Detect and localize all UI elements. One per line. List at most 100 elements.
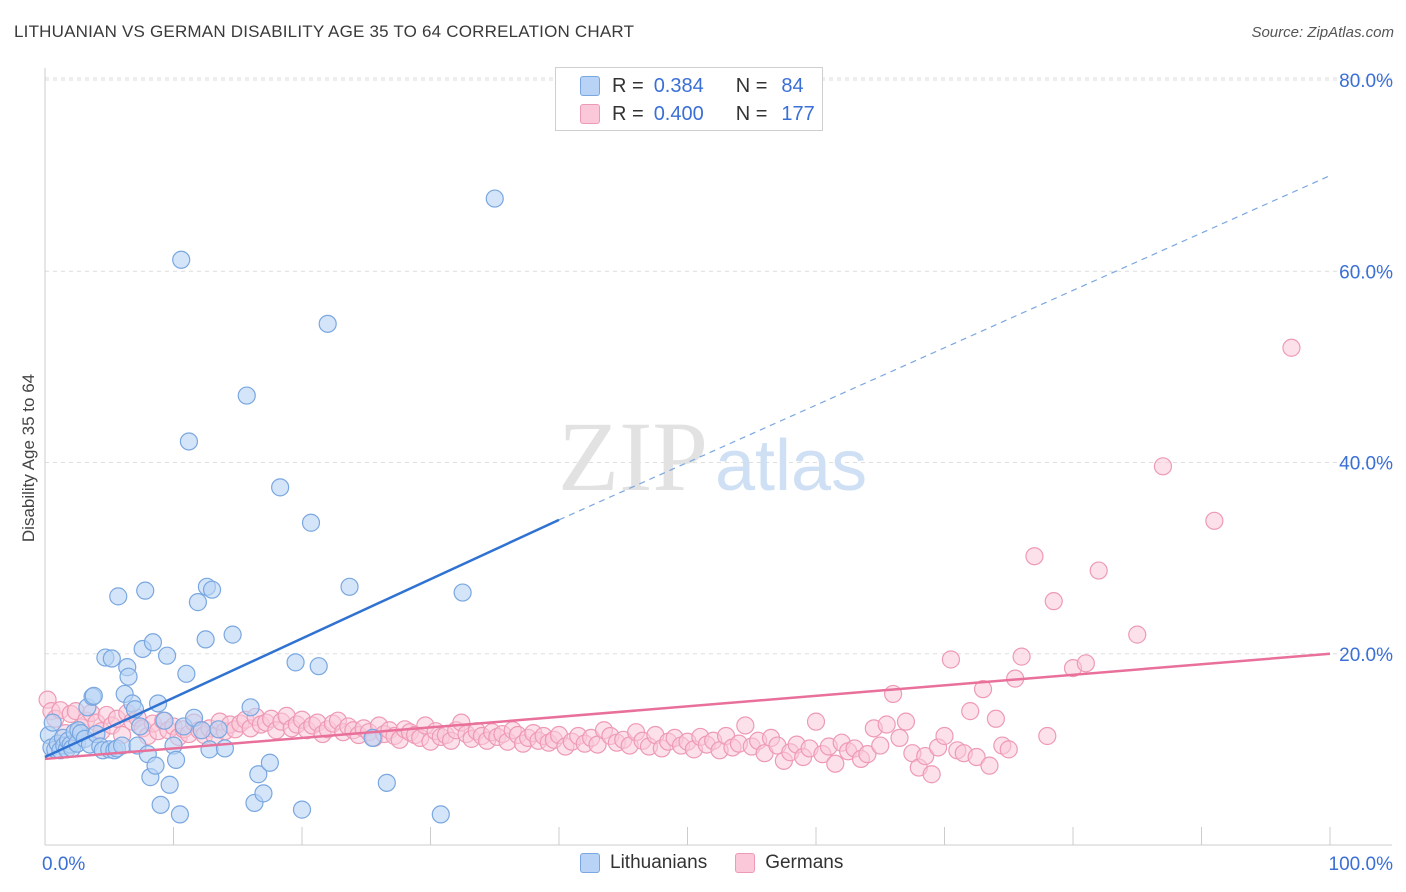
point-germans (877, 715, 896, 734)
point-germans (916, 746, 935, 766)
point-lithuanians (249, 765, 268, 784)
point-lithuanians (223, 625, 242, 644)
n-value: 177 (781, 102, 815, 125)
watermark-zip: ZIP (558, 401, 708, 512)
stats-swatch-blue (580, 76, 600, 96)
point-lithuanians (143, 633, 163, 652)
germans-points (38, 338, 1301, 784)
point-lithuanians (209, 720, 228, 739)
point-lithuanians (43, 713, 62, 732)
x-tick-label-min: 0.0% (42, 854, 85, 875)
point-lithuanians (202, 580, 222, 599)
r-label: R = (612, 74, 644, 97)
point-lithuanians (200, 740, 219, 759)
point-germans (961, 702, 980, 721)
point-lithuanians (146, 756, 165, 775)
point-lithuanians (377, 773, 396, 792)
point-germans (941, 650, 961, 669)
point-germans (871, 736, 890, 755)
point-germans (973, 680, 993, 699)
point-lithuanians (179, 432, 199, 451)
point-germans (1128, 625, 1147, 644)
grid (45, 77, 1392, 655)
watermark: ZIP atlas (558, 401, 867, 512)
legend-label-lithuanians: Lithuanians (610, 852, 708, 873)
point-lithuanians (151, 795, 170, 814)
point-lithuanians (119, 667, 138, 686)
y-tick-label: 20.0% (1339, 645, 1393, 666)
point-germans (1025, 547, 1044, 566)
axis-labels: 20.0% 40.0% 60.0% 80.0% 0.0% 100.0% Disability… (19, 71, 1393, 875)
point-lithuanians (485, 189, 504, 208)
point-germans (1089, 561, 1108, 580)
point-lithuanians (292, 800, 312, 819)
point-germans (1076, 654, 1095, 673)
point-germans (736, 716, 755, 735)
point-lithuanians (157, 646, 177, 665)
point-lithuanians (241, 698, 260, 717)
point-lithuanians (318, 314, 337, 333)
point-lithuanians (237, 386, 256, 405)
point-lithuanians (271, 478, 290, 497)
point-germans (922, 765, 941, 784)
point-lithuanians (286, 653, 305, 672)
n-value: 84 (781, 74, 804, 97)
point-germans (1038, 726, 1057, 746)
point-lithuanians (160, 775, 179, 794)
point-lithuanians (172, 250, 191, 269)
stats-row-lithuanians: R = 0.384 N = 84 (580, 72, 804, 100)
stats-legend: R = 0.384 N = 84 R = 0.400 N = 177 (555, 67, 823, 131)
r-label: R = (612, 102, 644, 125)
point-lithuanians (136, 581, 155, 600)
point-germans (1044, 592, 1063, 611)
stats-swatch-pink (580, 104, 600, 124)
point-germans (890, 728, 909, 748)
point-lithuanians (453, 583, 472, 602)
point-germans (935, 726, 954, 746)
point-germans (1205, 511, 1224, 530)
point-lithuanians (309, 657, 328, 676)
y-axis-title: Disability Age 35 to 64 (19, 374, 38, 542)
point-germans (806, 712, 826, 731)
point-lithuanians (215, 739, 234, 758)
legend-swatch-pink (735, 853, 756, 873)
y-tick-label: 40.0% (1339, 454, 1393, 475)
point-lithuanians (301, 513, 321, 532)
source-credit: Source: ZipAtlas.com (1251, 24, 1394, 41)
point-germans (826, 754, 845, 773)
legend-label-germans: Germans (765, 852, 844, 873)
point-germans (1012, 647, 1031, 666)
r-value: 0.384 (653, 74, 704, 97)
point-lithuanians (177, 664, 196, 683)
point-germans (967, 747, 986, 767)
n-label: N = (735, 102, 768, 125)
bottom-legend: Lithuanians Germans (580, 852, 843, 874)
r-value: 0.400 (653, 102, 704, 125)
point-germans (986, 709, 1006, 728)
legend-item-germans[interactable]: Germans (735, 852, 843, 874)
point-germans (1153, 457, 1173, 476)
point-germans (999, 740, 1018, 759)
point-lithuanians (431, 805, 450, 824)
point-lithuanians (170, 805, 190, 824)
y-tick-label: 60.0% (1339, 262, 1393, 283)
point-lithuanians (192, 721, 211, 740)
point-lithuanians (196, 630, 215, 649)
point-lithuanians (109, 587, 128, 606)
trend-lines (44, 175, 1331, 761)
x-tick-label-max: 100.0% (1329, 854, 1394, 875)
legend-item-lithuanians[interactable]: Lithuanians (580, 852, 707, 874)
y-tick-label: 80.0% (1339, 71, 1393, 92)
stats-row-germans: R = 0.400 N = 177 (580, 100, 815, 128)
point-lithuanians (155, 711, 174, 730)
point-lithuanians (260, 753, 279, 772)
point-germans (1282, 338, 1301, 357)
point-lithuanians (84, 686, 103, 705)
trend-lithuanians (44, 518, 560, 759)
point-lithuanians (254, 784, 273, 803)
watermark-atlas: atlas (715, 426, 867, 506)
point-lithuanians (130, 717, 150, 736)
point-lithuanians (188, 593, 208, 612)
lithuanians-points (39, 189, 504, 824)
